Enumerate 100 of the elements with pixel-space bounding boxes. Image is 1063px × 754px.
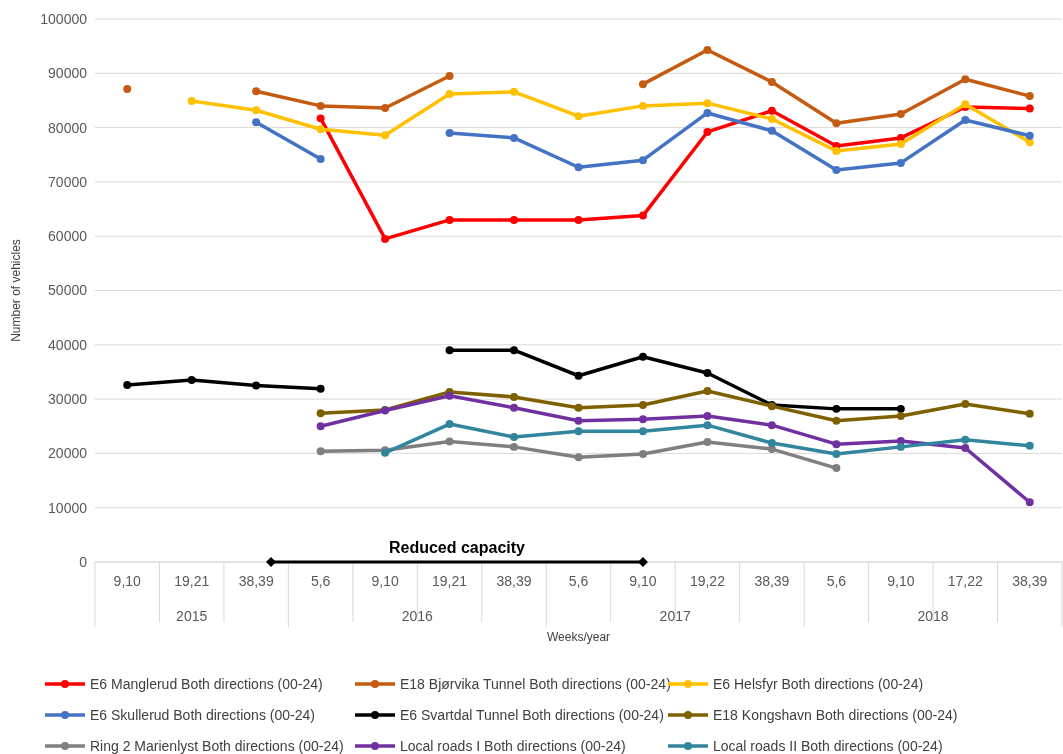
- legend-label: E6 Helsfyr Both directions (00-24): [713, 676, 924, 692]
- point: [510, 87, 519, 96]
- annotation: Reduced capacity: [388, 539, 526, 556]
- point: [574, 403, 583, 412]
- point: [252, 381, 261, 390]
- point: [832, 464, 841, 473]
- text: 2018: [917, 608, 949, 624]
- point: [1025, 104, 1034, 113]
- point: [703, 386, 712, 395]
- point: [703, 438, 712, 446]
- point: [832, 146, 841, 155]
- point: [961, 116, 970, 124]
- point: [767, 421, 776, 430]
- point: [445, 215, 454, 224]
- point: [510, 215, 519, 224]
- x-tick-label: 9,10: [887, 573, 915, 589]
- point: [961, 435, 970, 444]
- x-tick-label: 19,21: [174, 573, 210, 589]
- point: [316, 125, 325, 134]
- point: [832, 119, 841, 128]
- point: [316, 155, 325, 164]
- point: [832, 440, 841, 449]
- point: [896, 139, 905, 148]
- x-tick-label: 5,6: [826, 573, 847, 589]
- point: [252, 87, 261, 96]
- x-tick-label: 19,21: [432, 573, 468, 589]
- point: [1025, 131, 1034, 140]
- point: [832, 404, 841, 413]
- point: [961, 400, 970, 408]
- point: [638, 156, 647, 165]
- text: 2017: [659, 608, 691, 624]
- point: [896, 442, 905, 451]
- point: [316, 101, 325, 110]
- point: [703, 127, 712, 136]
- x-axis-title: Weeks/year: [546, 630, 611, 644]
- point: [187, 97, 196, 105]
- y-tick-label: 100000: [40, 10, 88, 27]
- point: [638, 415, 647, 424]
- y-tick-label: 20000: [48, 445, 88, 462]
- point: [445, 346, 454, 355]
- point: [1025, 441, 1034, 450]
- point: [510, 433, 519, 442]
- point: [638, 449, 647, 458]
- point: [445, 129, 454, 138]
- point: [703, 421, 712, 430]
- point: [767, 439, 776, 448]
- point: [703, 108, 712, 117]
- point: [638, 401, 647, 410]
- text: 2015: [176, 608, 208, 624]
- point: [638, 427, 647, 436]
- point: [638, 101, 647, 110]
- point: [703, 45, 712, 54]
- point: [767, 126, 776, 135]
- x-tick-label: 38,39: [754, 573, 790, 589]
- point: [510, 403, 519, 412]
- point: [252, 118, 261, 127]
- point: [574, 453, 583, 462]
- point: [316, 114, 325, 123]
- y-tick-label: 30000: [48, 391, 88, 408]
- x-tick-label: 9,10: [629, 573, 657, 589]
- point: [316, 422, 325, 431]
- point: [832, 165, 841, 174]
- point: [445, 72, 454, 80]
- x-tick-label: 17,22: [947, 573, 984, 589]
- x-tick-label: 38,39: [496, 573, 532, 589]
- point: [123, 381, 132, 389]
- point: [316, 447, 325, 456]
- point: [896, 404, 905, 413]
- point: [896, 158, 905, 167]
- legend-label: Local roads I Both directions (00-24): [400, 738, 626, 754]
- x-tick-label: 38,39: [238, 573, 274, 589]
- point: [832, 449, 841, 458]
- point: [510, 346, 519, 355]
- point: [510, 133, 519, 142]
- text: 2016: [401, 608, 434, 624]
- y-tick-label: 40000: [48, 336, 88, 353]
- point: [574, 215, 583, 224]
- point: [638, 352, 647, 361]
- y-tick-label: 80000: [48, 119, 88, 136]
- point: [316, 384, 325, 393]
- point: [510, 392, 519, 401]
- point: [767, 114, 776, 123]
- point: [703, 411, 712, 420]
- point: [896, 110, 905, 119]
- point: [703, 99, 712, 108]
- point: [445, 420, 454, 429]
- point: [445, 89, 454, 98]
- legend-label: E6 Skullerud Both directions (00-24): [90, 707, 315, 723]
- point: [1025, 409, 1034, 418]
- point: [574, 427, 583, 436]
- point: [574, 163, 583, 172]
- point: [123, 85, 132, 94]
- point: [638, 80, 647, 89]
- legend-label: E6 Svartdal Tunnel Both directions (00-24): [400, 707, 664, 723]
- point: [187, 376, 196, 385]
- x-tick-label: 19,22: [689, 573, 726, 589]
- legend-label: Local roads II Both directions (00-24): [713, 738, 943, 754]
- point: [1025, 92, 1034, 101]
- legend-label: Ring 2 Marienlyst Both directions (00-24): [90, 738, 344, 754]
- point: [703, 369, 712, 378]
